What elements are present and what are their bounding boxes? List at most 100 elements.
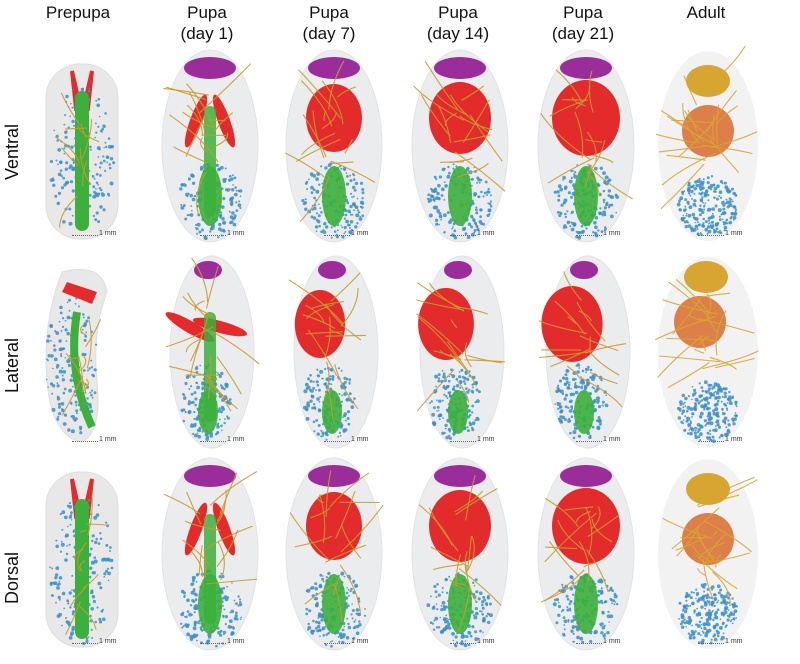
fat-body-cell (354, 619, 357, 621)
fat-body-cell (195, 573, 199, 577)
nerve-fiber (69, 586, 87, 607)
fat-body-cell (358, 620, 361, 623)
fat-body-cell (712, 635, 715, 638)
nerve-fiber (698, 541, 726, 560)
fat-body-cell (94, 218, 98, 222)
fat-body-cell (562, 226, 566, 229)
fat-body-cell (346, 587, 348, 589)
fat-body-cell (88, 404, 91, 407)
fat-body-cell (719, 231, 723, 235)
fat-body-cell (180, 203, 183, 206)
nerve-fiber (661, 152, 716, 186)
fat-body-cell (731, 417, 735, 421)
scale-bar: 1 mm (698, 638, 743, 645)
scale-bar: 1 mm (200, 436, 245, 443)
fat-body-cell (711, 585, 715, 589)
fat-body-cell (60, 329, 63, 332)
fat-body-cell (235, 611, 238, 615)
fat-body-cell (74, 499, 76, 501)
fat-body-cell (703, 602, 708, 607)
fat-body-cell (681, 393, 686, 398)
fat-body-cell (691, 624, 693, 627)
fat-body-cell (55, 601, 57, 604)
fat-body-cell (312, 619, 315, 623)
fat-body-cell (716, 184, 720, 188)
fat-body-cell (725, 218, 729, 222)
fat-body-cell (615, 211, 617, 214)
fat-body-cell (685, 603, 688, 606)
fat-body-cell (692, 591, 695, 594)
specimen-panel-day7-dorsal (274, 454, 394, 654)
fat-body-cell (685, 591, 689, 595)
fat-body-cell (693, 388, 697, 392)
fat-body-cell (73, 419, 77, 422)
fat-body-cell (46, 339, 50, 343)
fat-body-cell (238, 200, 241, 203)
fat-body-cell (702, 594, 706, 598)
fat-body-cell (682, 419, 685, 421)
fat-body-cell (60, 402, 65, 406)
fat-body-cell (684, 396, 688, 401)
fat-body-cell (467, 222, 472, 226)
fat-body-cell (596, 425, 601, 430)
fat-body-cell (87, 498, 91, 502)
fat-body-cell (92, 214, 96, 218)
fat-body-cell (685, 599, 688, 602)
fat-body-cell (454, 644, 458, 648)
fat-body-cell (343, 392, 347, 396)
fat-body-cell (318, 584, 323, 588)
fat-body-cell (93, 190, 96, 194)
scale-bar-label: 1 mm (603, 436, 621, 443)
fat-body-cell (560, 203, 564, 207)
column-header-line1: Pupa (187, 3, 227, 22)
fat-body-cell (221, 597, 224, 600)
fat-body-cell (562, 175, 566, 180)
fat-body-cell (703, 380, 708, 385)
fat-body-cell (192, 578, 195, 582)
fat-body-cell (614, 193, 618, 197)
fat-body-cell (700, 193, 703, 196)
fat-body-cell (714, 425, 717, 428)
fat-body-cell (106, 156, 109, 159)
fat-body-cell (97, 581, 102, 586)
fat-body-cell (713, 604, 716, 607)
fat-body-cell (98, 187, 102, 190)
fat-body-cell (562, 376, 566, 380)
nerve-fiber (332, 577, 340, 597)
fat-body-cell (325, 633, 329, 636)
fat-body-cell (52, 367, 54, 370)
fat-body-cell (475, 208, 478, 212)
column-header-pupa-day14: Pupa (day 14) (403, 2, 513, 44)
fat-body-cell (71, 628, 75, 632)
fat-body-cell (354, 585, 357, 588)
fat-body-cell (89, 409, 94, 414)
fat-body-cell (600, 631, 604, 635)
nerve-fiber (696, 554, 738, 590)
fat-body-cell (717, 591, 721, 595)
fat-body-cell (348, 392, 352, 396)
fat-body-cell (344, 380, 347, 384)
fat-body-cell (722, 419, 726, 423)
fat-body-cell (63, 607, 66, 610)
fat-body-cell (725, 426, 728, 429)
nerve-fiber (655, 315, 716, 341)
fat-body-cell (570, 388, 572, 390)
fat-body-cell (314, 603, 319, 608)
brain-tissue (184, 57, 236, 79)
fat-body-cell (678, 407, 682, 411)
fat-body-cell (221, 205, 225, 209)
gut-tissue (448, 390, 468, 434)
fat-body-cell (481, 606, 485, 610)
fat-body-cell (348, 594, 350, 597)
specimen-rendering (411, 457, 509, 651)
fat-body-cell (56, 586, 60, 590)
fat-body-cell (563, 382, 567, 386)
fat-body-cell (604, 227, 607, 231)
fat-body-cell (731, 395, 735, 398)
gut-tissue (204, 106, 216, 216)
fat-body-cell (473, 584, 476, 587)
fat-body-cell (707, 229, 712, 234)
fat-body-cell (311, 208, 314, 211)
fat-body-cell (691, 416, 693, 418)
fat-body-cell (185, 615, 188, 619)
